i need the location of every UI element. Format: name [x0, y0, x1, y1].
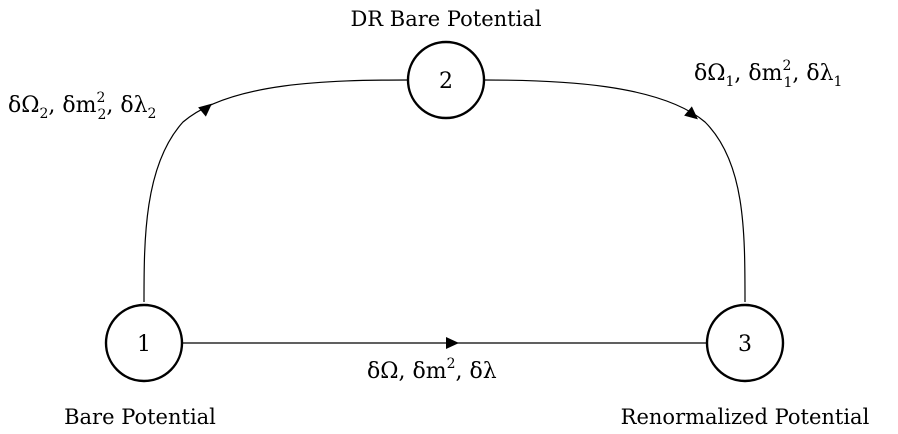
edge-1-to-2: [143, 79, 409, 303]
edge-1-to-3-arrowhead: [446, 337, 459, 349]
edge-1-to-2-part-sub-b: 2: [97, 107, 106, 123]
edge-2-to-3: [483, 79, 746, 303]
edge-1-to-2-label: δΩ2, δm2 2, δλ2: [8, 90, 156, 123]
node-2-label: 2: [439, 69, 453, 94]
edge-1-to-3-part-sup: 2: [447, 356, 456, 372]
edge-2-to-3-part-sub-c: 1: [834, 74, 843, 90]
node-1-label: 1: [137, 332, 151, 357]
edge-2-to-3-part-dlambda: , δλ: [792, 61, 833, 86]
edge-1-to-2-part-dlambda: , δλ: [106, 93, 147, 118]
edge-2-to-3-part-dm: , δm: [734, 61, 782, 86]
edge-1-to-2-part-sub-c: 2: [148, 106, 157, 122]
edge-1-to-2-part-sup: 2: [97, 90, 106, 106]
edge-2-to-3-arrowhead: [684, 106, 698, 120]
edge-1-to-2-part-dm: , δm: [48, 93, 96, 118]
edge-1-to-3-part-dlambda: , δλ: [456, 359, 497, 384]
edge-1-to-3-part-dm: , δm: [399, 359, 447, 384]
edge-2-to-3-label: δΩ1, δm2 1, δλ1: [694, 58, 842, 91]
edge-2-to-3-part-sup: 2: [783, 58, 792, 74]
edge-2-to-3-part-sub-a: 1: [726, 74, 735, 90]
node-3-label: 3: [738, 332, 752, 357]
edge-1-to-2-arrowhead: [198, 103, 212, 117]
node-3-circle: [705, 303, 785, 383]
edge-1-to-2-part-domega: δΩ: [8, 93, 40, 118]
edge-2-to-3-part-domega: δΩ: [694, 61, 726, 86]
node-2-circle: [406, 40, 486, 120]
edge-1-to-3-label: δΩ, δm2, δλ: [367, 356, 497, 384]
edge-2-to-3-part-sub-b: 1: [783, 75, 792, 91]
node-3-caption: Renormalized Potential: [621, 405, 870, 429]
edge-1-to-2-part-sub-a: 2: [40, 106, 49, 122]
node-1-circle: [104, 303, 184, 383]
node-1-caption: Bare Potential: [64, 405, 216, 429]
node-2-caption: DR Bare Potential: [350, 7, 541, 31]
edge-1-to-3-part-domega: δΩ: [367, 359, 399, 384]
